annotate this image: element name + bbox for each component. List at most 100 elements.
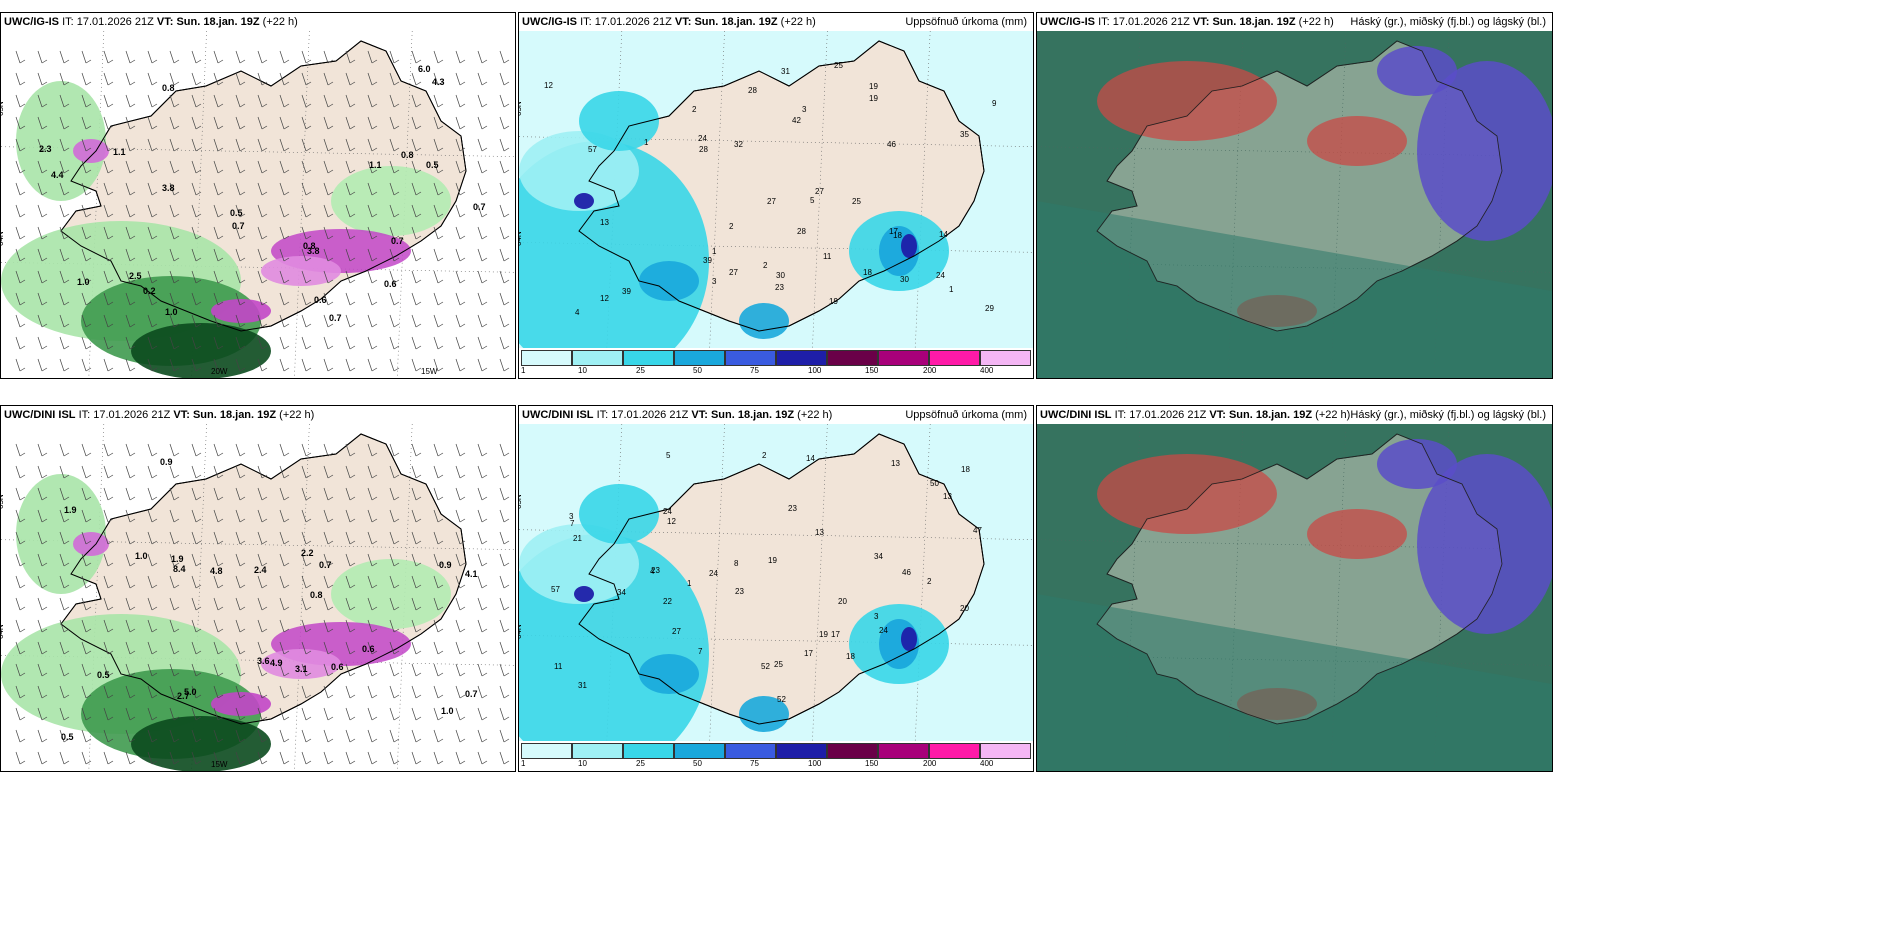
wind-barb — [81, 358, 87, 372]
wind-barb — [191, 72, 197, 86]
wind-barb — [499, 641, 505, 655]
wind-barb — [257, 160, 263, 174]
wind-barb — [393, 81, 400, 86]
wind-barb — [433, 292, 439, 306]
iceland-coastline — [578, 433, 985, 725]
wind-barb — [129, 323, 136, 328]
wind-barb — [455, 751, 461, 765]
wind-barb — [327, 650, 334, 655]
grid-label: 65N — [519, 494, 523, 509]
map-value-label: 11 — [823, 252, 832, 261]
wind-barb — [41, 103, 48, 108]
wind-barb — [59, 729, 65, 743]
wind-barb — [257, 182, 263, 196]
wind-barb — [393, 496, 400, 501]
wind-barb — [151, 191, 158, 196]
wind-barb — [371, 496, 378, 501]
wind-barb — [239, 301, 246, 306]
wind-barb — [173, 738, 180, 743]
high-cloud-area — [1307, 116, 1407, 166]
wind-barb — [107, 628, 114, 633]
wind-barb — [371, 59, 378, 64]
wind-barb — [41, 279, 48, 284]
wind-barb — [103, 553, 109, 567]
wind-barb — [415, 169, 422, 174]
wind-barb — [19, 345, 26, 350]
wind-barb — [499, 553, 505, 567]
wind-barb — [195, 584, 202, 589]
wind-barb — [499, 138, 505, 152]
wind-barb — [81, 160, 87, 174]
wind-barb — [59, 182, 65, 196]
wind-barb — [107, 279, 114, 284]
wind-barb — [213, 619, 219, 633]
parallel-line — [1, 262, 515, 273]
wind-barb — [147, 226, 153, 240]
wind-barb — [151, 301, 158, 306]
wind-barb — [411, 685, 417, 699]
legend-ticks: 1 10 25 50 75 100 150 200 400 — [521, 366, 994, 375]
wind-barb — [235, 685, 241, 699]
wind-barb — [261, 125, 268, 130]
wind-barb — [125, 72, 131, 86]
wind-barb — [217, 540, 224, 545]
map-value-label: 17 — [804, 649, 813, 658]
wind-barb — [345, 729, 351, 743]
wind-barb — [279, 707, 285, 721]
wind-barb — [173, 147, 180, 152]
wind-barb — [195, 59, 202, 64]
map-value-label: 23 — [735, 587, 744, 596]
wind-barb — [499, 575, 505, 589]
grid-label: 64N — [519, 231, 523, 246]
wind-barb — [41, 257, 48, 262]
wind-barb — [411, 270, 417, 284]
wind-barb — [103, 641, 109, 655]
wind-barb — [459, 257, 466, 262]
wind-barb — [481, 125, 488, 130]
wind-barb — [327, 540, 334, 545]
precip-area — [579, 484, 659, 544]
wind-barb — [499, 663, 505, 677]
low-cloud-band — [1037, 201, 1552, 378]
wind-barb — [81, 138, 87, 152]
wind-barb — [41, 191, 48, 196]
wind-barb — [393, 518, 400, 523]
grid-label: 15W — [421, 367, 438, 376]
wind-barb — [433, 358, 439, 372]
wind-barb — [63, 169, 70, 174]
wind-barb — [327, 125, 334, 130]
map-value-label: 14 — [939, 230, 948, 239]
wind-barb — [103, 336, 109, 350]
map-value-label: 24 — [663, 507, 672, 516]
wind-barb — [305, 235, 312, 240]
wind-barb — [477, 358, 483, 372]
wind-barb — [235, 336, 241, 350]
wind-barb — [481, 694, 488, 699]
wind-barb — [173, 584, 180, 589]
wind-barb — [217, 59, 224, 64]
wind-barb — [195, 191, 202, 196]
wind-barb — [191, 270, 197, 284]
wind-barb — [323, 531, 329, 545]
wind-barb — [107, 760, 114, 765]
wind-barb — [371, 694, 378, 699]
wind-barb — [63, 147, 70, 152]
wind-barb — [477, 116, 483, 130]
wind-barb — [15, 443, 21, 457]
wind-barb — [279, 204, 285, 218]
wind-barb — [169, 619, 175, 633]
wind-barb — [367, 116, 373, 130]
wind-barb — [437, 584, 444, 589]
wind-barb — [327, 345, 334, 350]
wind-barb — [345, 509, 351, 523]
wind-barb — [455, 336, 461, 350]
map-value-label: 1.0 — [135, 551, 148, 561]
wind-barb — [433, 597, 439, 611]
wind-barb — [503, 345, 510, 350]
wind-barb — [389, 138, 395, 152]
wind-barb — [217, 694, 224, 699]
wind-barb — [37, 116, 43, 130]
legend-box — [572, 743, 623, 759]
wind-barb — [107, 474, 114, 479]
wind-barb — [257, 619, 263, 633]
